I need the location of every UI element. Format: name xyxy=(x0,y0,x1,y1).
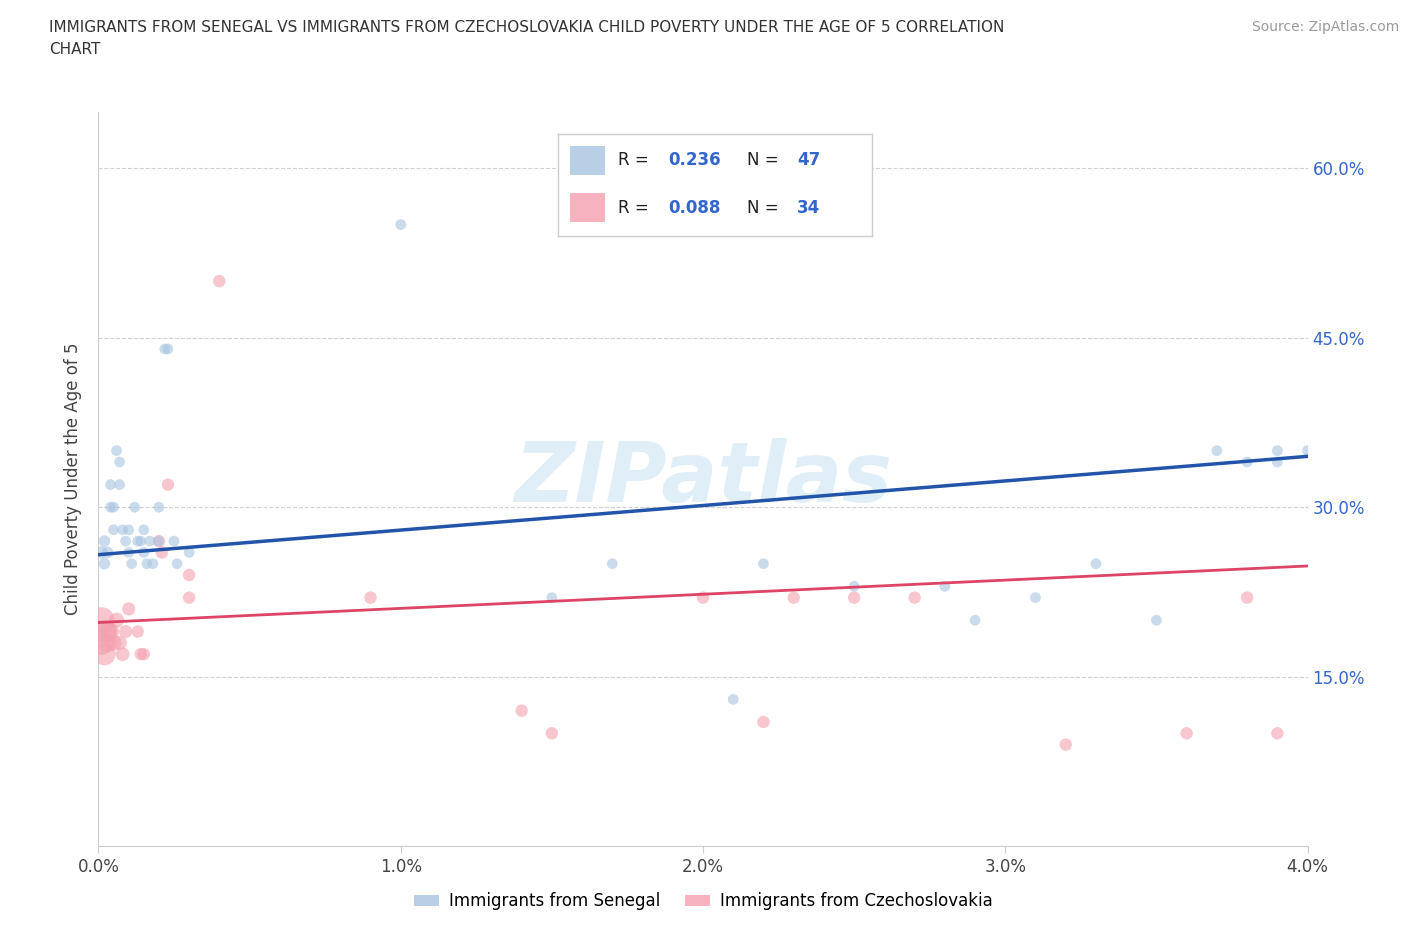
Y-axis label: Child Poverty Under the Age of 5: Child Poverty Under the Age of 5 xyxy=(65,342,83,616)
Point xyxy=(1267,725,1289,740)
Point xyxy=(142,556,165,571)
Point xyxy=(96,624,118,639)
Point xyxy=(1267,444,1289,458)
Point xyxy=(93,534,115,549)
Point xyxy=(114,534,136,549)
Point xyxy=(389,218,412,232)
Point xyxy=(124,499,146,514)
Point xyxy=(100,499,122,514)
Point xyxy=(179,591,201,605)
Point xyxy=(127,624,149,639)
Point xyxy=(148,534,170,549)
Point xyxy=(783,591,806,605)
Point xyxy=(118,545,141,560)
Point xyxy=(108,455,131,470)
Point xyxy=(103,635,125,650)
Point xyxy=(1206,444,1229,458)
Point xyxy=(208,273,231,288)
Point xyxy=(1146,613,1168,628)
Point xyxy=(135,556,157,571)
Point xyxy=(96,545,118,560)
Point xyxy=(118,523,141,538)
Point xyxy=(179,545,201,560)
Point xyxy=(752,556,775,571)
Point xyxy=(1175,725,1198,740)
Point xyxy=(150,545,173,560)
Point xyxy=(93,556,115,571)
Point xyxy=(132,545,155,560)
Point xyxy=(90,613,112,628)
Point xyxy=(129,534,152,549)
Point xyxy=(90,545,112,560)
Point xyxy=(105,444,128,458)
Point xyxy=(510,703,533,718)
Point xyxy=(163,534,186,549)
Point xyxy=(108,635,131,650)
Point xyxy=(1267,455,1289,470)
Point xyxy=(752,714,775,729)
Point xyxy=(156,341,179,356)
Point xyxy=(166,556,188,571)
Point xyxy=(103,523,125,538)
Text: IMMIGRANTS FROM SENEGAL VS IMMIGRANTS FROM CZECHOSLOVAKIA CHILD POVERTY UNDER TH: IMMIGRANTS FROM SENEGAL VS IMMIGRANTS FR… xyxy=(49,20,1004,35)
Point xyxy=(148,499,170,514)
Point xyxy=(96,635,118,650)
Point xyxy=(132,646,155,661)
Point xyxy=(1054,737,1077,752)
Point xyxy=(156,477,179,492)
Point xyxy=(139,534,162,549)
Point xyxy=(1085,556,1108,571)
Point xyxy=(153,341,176,356)
Point xyxy=(1025,591,1047,605)
Point xyxy=(148,534,170,549)
Text: CHART: CHART xyxy=(49,42,101,57)
Text: ZIPatlas: ZIPatlas xyxy=(515,438,891,520)
Point xyxy=(114,624,136,639)
Point xyxy=(111,523,134,538)
Point xyxy=(1236,455,1258,470)
Point xyxy=(904,591,927,605)
Point xyxy=(844,578,866,593)
Point xyxy=(1296,444,1319,458)
Point xyxy=(692,591,714,605)
Point xyxy=(111,646,134,661)
Point xyxy=(844,591,866,605)
Text: Source: ZipAtlas.com: Source: ZipAtlas.com xyxy=(1251,20,1399,34)
Legend: Immigrants from Senegal, Immigrants from Czechoslovakia: Immigrants from Senegal, Immigrants from… xyxy=(406,885,1000,917)
Point xyxy=(90,635,112,650)
Point xyxy=(100,624,122,639)
Point xyxy=(723,692,745,707)
Point xyxy=(105,613,128,628)
Point xyxy=(934,578,956,593)
Point xyxy=(129,646,152,661)
Point xyxy=(132,523,155,538)
Point xyxy=(121,556,143,571)
Point xyxy=(100,477,122,492)
Point xyxy=(108,477,131,492)
Point xyxy=(540,591,562,605)
Point xyxy=(1236,591,1258,605)
Point xyxy=(540,725,562,740)
Point xyxy=(118,602,141,617)
Point xyxy=(965,613,987,628)
Point xyxy=(179,567,201,582)
Point xyxy=(127,534,149,549)
Point xyxy=(602,556,624,571)
Point xyxy=(93,624,115,639)
Point xyxy=(360,591,382,605)
Point xyxy=(93,646,115,661)
Point xyxy=(103,499,125,514)
